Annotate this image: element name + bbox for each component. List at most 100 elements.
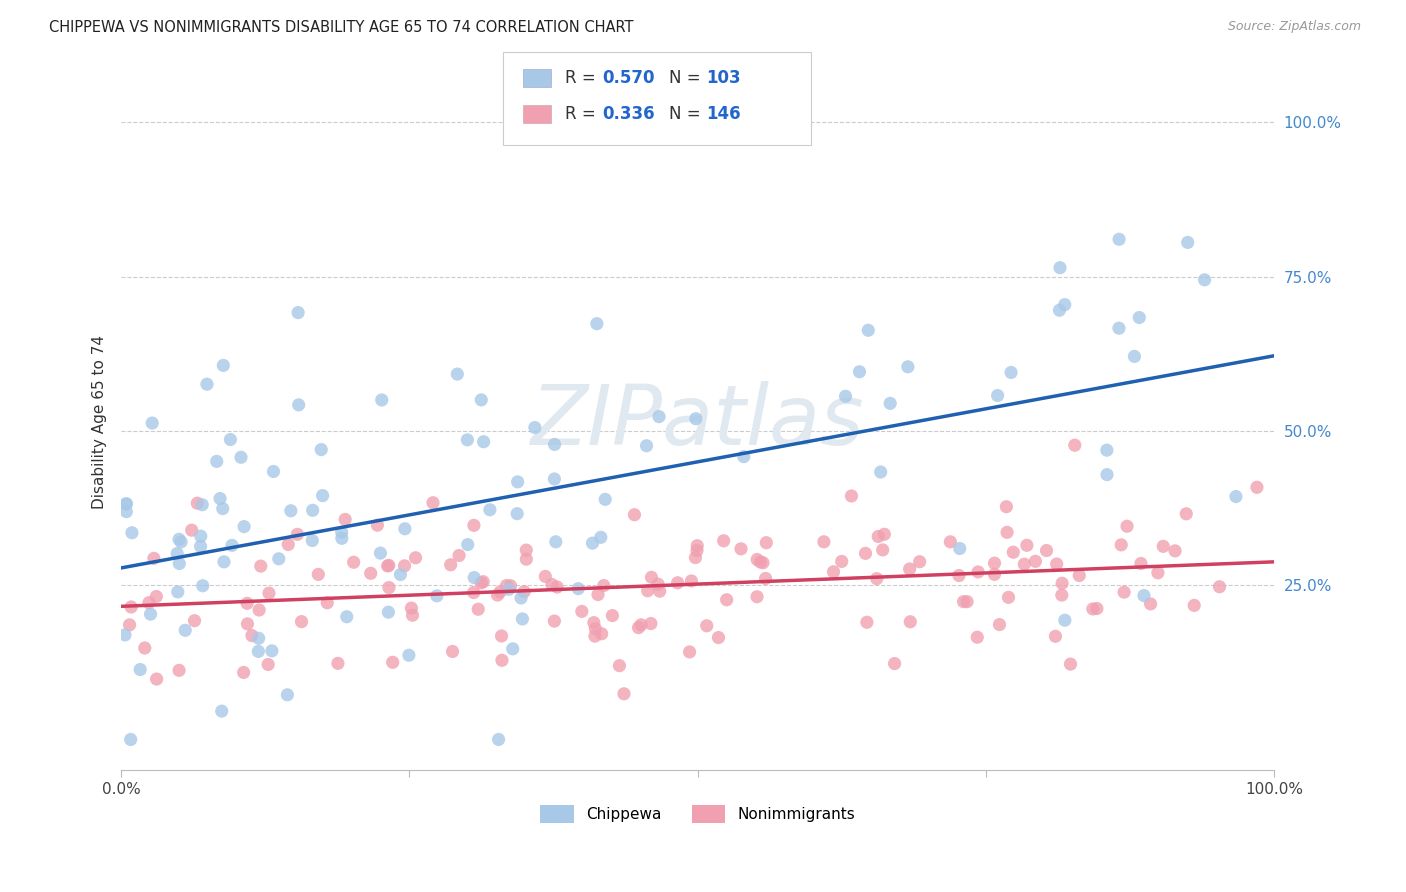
Point: [370, 546, 392, 560]
Point: [1081, 602, 1104, 616]
Point: [686, 543, 709, 558]
Point: [1128, 310, 1150, 325]
Legend: Chippewa, Nonimmigrants: Chippewa, Nonimmigrants: [534, 799, 862, 829]
Point: [120, 599, 142, 614]
Point: [745, 590, 768, 604]
Point: [491, 629, 513, 643]
Point: [534, 569, 557, 583]
Point: [191, 579, 214, 593]
Text: R =: R =: [565, 69, 602, 87]
Point: [1053, 298, 1076, 312]
Point: [1053, 613, 1076, 627]
Point: [219, 433, 242, 447]
Point: [952, 595, 974, 609]
Point: [167, 533, 190, 547]
Point: [747, 552, 769, 566]
Point: [166, 585, 188, 599]
Point: [523, 420, 546, 434]
Point: [1050, 576, 1073, 591]
Point: [755, 535, 778, 549]
Point: [229, 450, 252, 465]
Point: [463, 585, 485, 599]
Point: [233, 519, 256, 533]
Point: [872, 543, 894, 558]
Point: [1182, 599, 1205, 613]
Point: [1114, 585, 1136, 599]
Point: [1108, 321, 1130, 335]
Point: [506, 475, 529, 489]
Point: [1059, 657, 1081, 672]
Point: [190, 529, 212, 543]
Point: [1175, 507, 1198, 521]
Point: [543, 437, 565, 451]
Point: [394, 558, 416, 573]
Point: [180, 523, 202, 537]
Point: [1129, 557, 1152, 571]
Point: [586, 317, 609, 331]
Point: [613, 687, 636, 701]
Point: [287, 398, 309, 412]
Point: [515, 552, 537, 566]
Point: [499, 579, 522, 593]
Point: [457, 538, 479, 552]
Point: [685, 411, 707, 425]
Point: [1015, 538, 1038, 552]
Point: [752, 556, 775, 570]
Point: [330, 525, 353, 540]
Point: [247, 632, 270, 646]
Point: [456, 433, 478, 447]
Point: [582, 615, 605, 630]
Point: [221, 538, 243, 552]
Point: [515, 543, 537, 558]
Point: [121, 525, 143, 540]
Point: [232, 665, 254, 680]
Text: N =: N =: [669, 69, 706, 87]
Point: [647, 577, 669, 591]
Point: [858, 323, 880, 337]
Point: [1046, 557, 1069, 571]
Point: [546, 580, 568, 594]
Point: [316, 596, 339, 610]
Point: [326, 657, 349, 671]
Point: [209, 491, 232, 506]
Point: [236, 596, 259, 610]
Point: [939, 534, 962, 549]
Point: [212, 555, 235, 569]
Point: [908, 555, 931, 569]
Point: [335, 512, 357, 526]
Text: Source: ZipAtlas.com: Source: ZipAtlas.com: [1227, 20, 1361, 33]
Point: [311, 489, 333, 503]
Point: [249, 559, 271, 574]
Point: [378, 581, 401, 595]
Point: [1035, 543, 1057, 558]
Point: [280, 504, 302, 518]
Point: [470, 575, 492, 590]
Point: [567, 582, 589, 596]
Point: [309, 442, 332, 457]
Point: [630, 617, 652, 632]
Point: [755, 572, 778, 586]
Point: [813, 534, 835, 549]
Point: [602, 608, 624, 623]
Point: [190, 540, 212, 554]
Point: [544, 534, 567, 549]
Point: [141, 416, 163, 430]
Point: [592, 578, 614, 592]
Point: [956, 595, 979, 609]
Point: [637, 583, 659, 598]
Point: [898, 615, 921, 629]
Point: [1085, 601, 1108, 615]
Point: [1000, 366, 1022, 380]
Point: [707, 631, 730, 645]
Point: [678, 645, 700, 659]
Point: [948, 568, 970, 582]
Point: [422, 496, 444, 510]
Point: [713, 533, 735, 548]
Point: [1049, 303, 1071, 318]
Point: [1024, 554, 1046, 568]
Point: [174, 624, 197, 638]
Point: [401, 601, 423, 615]
Point: [1108, 232, 1130, 246]
Point: [1123, 350, 1146, 364]
Point: [983, 567, 1005, 582]
